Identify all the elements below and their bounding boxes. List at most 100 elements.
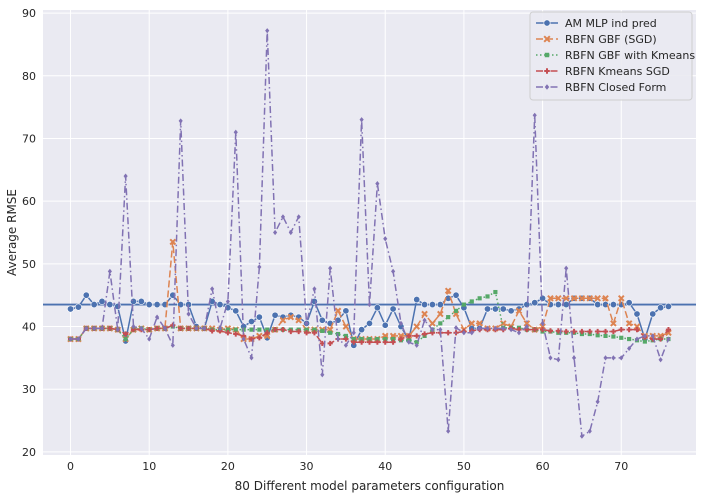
data-point [280,214,286,220]
legend-marker [544,52,550,58]
data-point [225,327,230,332]
data-point [603,355,608,361]
data-point [499,320,507,327]
data-point [107,325,113,331]
data-point [170,342,175,348]
data-point [446,315,451,320]
data-point [429,320,436,327]
x-tick-label: 60 [536,460,550,473]
data-point [626,327,632,333]
data-point [389,305,397,313]
data-point [280,327,286,333]
data-point [594,301,602,309]
data-point [509,327,514,333]
data-point [586,295,594,302]
legend-label: RBFN Closed Form [565,81,666,94]
data-point [469,299,474,304]
y-tick-label: 90 [22,7,36,20]
data-point [413,296,421,304]
data-point [99,325,105,331]
data-point [312,286,317,292]
legend: AM MLP ind pred RBFN GBF (SGD) RBFN GBF wi… [529,11,695,101]
data-point [453,325,459,331]
data-point [548,355,553,361]
data-point [532,112,537,118]
data-point [123,336,128,342]
series-line [70,241,669,340]
data-point [288,328,294,335]
data-point [469,330,474,336]
data-point [169,238,177,246]
data-point [225,330,231,336]
data-point [217,325,223,331]
data-point [571,355,577,361]
data-point [515,307,523,315]
data-point [414,333,420,339]
legend-label: AM MLP ind pred [565,17,657,30]
legend-label: RBFN Kmeans SGD [565,65,670,78]
data-point [304,320,309,326]
x-tick-label: 10 [142,460,156,473]
data-point [154,314,160,320]
data-point [256,335,262,341]
data-point [272,327,278,333]
data-point [343,342,348,348]
data-point [619,335,624,340]
data-point [406,333,412,339]
y-tick-label: 80 [22,70,36,83]
y-tick-label: 60 [22,195,36,208]
data-point [414,342,419,348]
data-point [468,320,476,327]
data-point [374,339,380,345]
data-point [288,229,293,236]
x-tick-label: 30 [300,460,314,473]
axes: 20 30 40 50 60 70 80 90 0 10 20 30 40 50 60 70 [22,7,628,473]
x-tick-label: 50 [457,460,471,473]
series-layer [67,28,672,439]
data-point [343,336,349,342]
data-point [422,317,427,323]
data-point [365,319,373,327]
data-point [265,28,270,34]
data-point [564,265,569,271]
data-point [328,330,333,335]
data-point [493,325,498,331]
data-point [617,295,625,302]
data-point [507,307,515,315]
x-tick-label: 40 [378,460,392,473]
data-point [335,336,341,342]
data-point [249,327,254,332]
legend-marker [543,35,551,43]
data-point [445,330,451,336]
data-point [327,340,333,347]
x-axis-label: 80 Different model parameters configurat… [235,479,505,493]
y-tick-label: 40 [22,321,36,334]
data-point [570,295,578,302]
data-point [106,301,114,309]
data-point [602,301,610,309]
data-point [381,321,389,329]
data-point [185,325,192,331]
data-point [255,313,263,321]
data-point [147,336,152,342]
data-point [312,327,317,332]
data-point [595,328,601,335]
data-point [499,305,507,313]
data-point [249,355,254,361]
data-point [84,325,89,331]
data-point [578,295,586,302]
data-point [657,304,665,312]
data-point [444,287,452,295]
data-point [642,333,647,339]
data-point [303,330,310,336]
data-point [556,357,561,363]
legend-marker [544,84,550,90]
data-point [594,295,601,302]
data-point [247,317,255,325]
data-point [366,339,373,345]
data-point [609,301,617,309]
data-point [461,330,466,336]
series-line [70,29,670,437]
data-point [373,304,381,312]
data-point [611,334,616,339]
